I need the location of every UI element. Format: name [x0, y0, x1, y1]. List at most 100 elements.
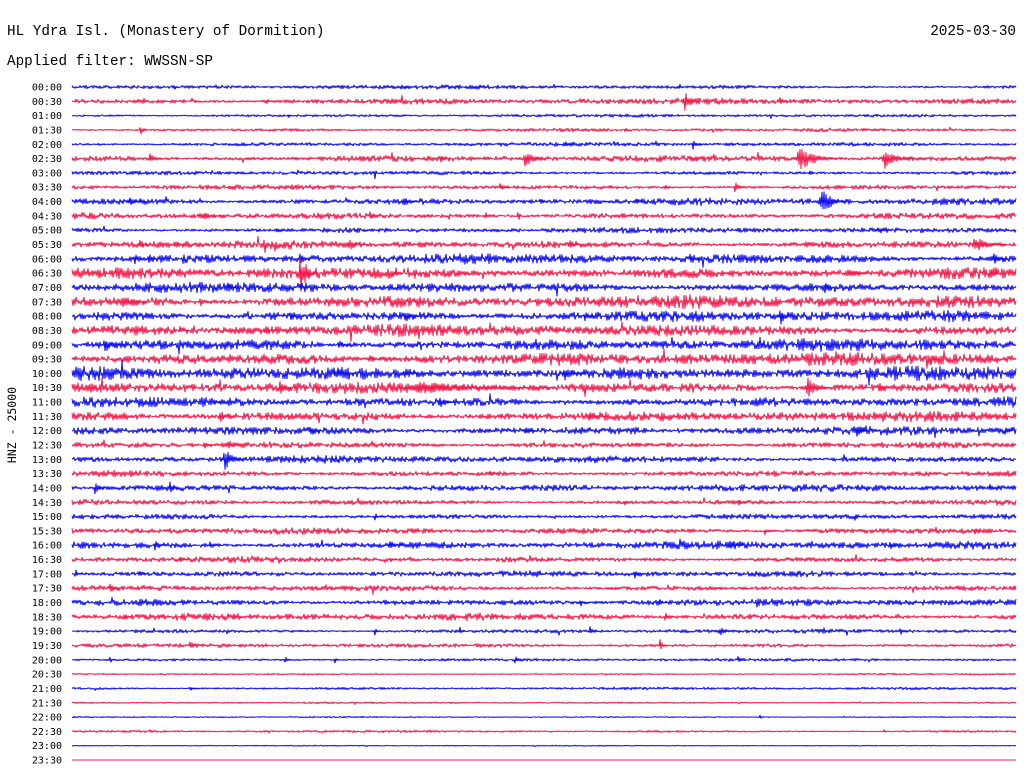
event-burst-09-30-0 [368, 355, 381, 362]
event-burst-05-30-1 [173, 241, 186, 248]
row-label-20-00: 20:00 [32, 655, 62, 666]
trace-15-00 [71, 513, 1017, 520]
event-burst-19-00-3 [717, 627, 734, 636]
event-burst-00-30-0 [265, 99, 273, 104]
row-label-05-00: 05:00 [32, 226, 62, 237]
event-burst-00-00-2 [538, 85, 545, 89]
event-burst-04-00-2 [538, 198, 549, 204]
row-label-02-30: 02:30 [32, 154, 62, 165]
event-burst-06-30-1 [391, 271, 404, 277]
event-burst-03-00-0 [373, 170, 379, 179]
event-burst-03-30-1 [498, 183, 511, 190]
event-burst-02-00-1 [691, 140, 704, 150]
event-burst-02-00-0 [563, 141, 574, 147]
event-burst-06-30-0 [297, 257, 319, 292]
event-burst-12-00-0 [308, 427, 321, 435]
event-burst-22-30-1 [882, 729, 888, 733]
row-label-15-00: 15:00 [32, 512, 62, 523]
event-burst-03-00-2 [808, 170, 816, 175]
event-burst-19-00-2 [588, 626, 599, 634]
event-burst-17-30-0 [108, 583, 122, 592]
trace-07-30 [71, 294, 1017, 310]
event-burst-09-00-0 [102, 340, 127, 351]
row-label-14-00: 14:00 [32, 484, 62, 495]
event-burst-19-30-1 [658, 639, 669, 650]
event-burst-17-00-2 [633, 572, 644, 579]
event-burst-01-30-1 [623, 128, 631, 132]
trace-20-00 [71, 657, 1017, 663]
event-burst-14-30-0 [623, 500, 634, 506]
event-burst-10-00-0 [332, 368, 357, 378]
row-label-00-30: 00:30 [32, 97, 62, 108]
trace-21-30 [71, 701, 1017, 705]
traces [71, 83, 1017, 761]
event-burst-06-00-3 [688, 253, 701, 263]
trace-13-30 [71, 470, 1017, 478]
event-burst-05-00-1 [875, 228, 889, 232]
trace-12-00 [71, 425, 1017, 438]
row-label-08-30: 08:30 [32, 326, 62, 337]
event-burst-20-00-3 [513, 656, 524, 664]
row-label-07-30: 07:30 [32, 297, 62, 308]
event-burst-00-30-2 [778, 97, 789, 104]
event-burst-11-30-0 [217, 411, 234, 423]
row-label-06-30: 06:30 [32, 269, 62, 280]
row-label-15-30: 15:30 [32, 526, 62, 537]
row-label-01-30: 01:30 [32, 126, 62, 137]
row-label-12-30: 12:30 [32, 441, 62, 452]
event-burst-03-00-1 [482, 171, 490, 175]
trace-19-00 [71, 627, 1017, 636]
row-label-21-00: 21:00 [32, 684, 62, 695]
trace-17-00 [71, 570, 1017, 578]
row-label-21-30: 21:30 [32, 698, 62, 709]
row-label-14-30: 14:30 [32, 498, 62, 509]
trace-21-00 [71, 686, 1017, 691]
event-burst-00-00-3 [678, 84, 684, 89]
trace-11-00 [71, 393, 1017, 409]
event-burst-02-30-1 [438, 156, 451, 163]
row-label-01-00: 01:00 [32, 111, 62, 122]
row-label-00-00: 00:00 [32, 83, 62, 94]
event-burst-16-00-2 [387, 541, 404, 548]
event-burst-09-30-1 [929, 355, 940, 366]
row-label-16-00: 16:00 [32, 541, 62, 552]
row-label-13-00: 13:00 [32, 455, 62, 466]
event-burst-00-00-0 [173, 86, 179, 90]
row-label-18-00: 18:00 [32, 598, 62, 609]
event-burst-11-30-1 [587, 412, 607, 420]
row-label-23-30: 23:30 [32, 756, 62, 767]
row-labels: 00:00 00:30 01:00 01:30 02:00 02:30 03:00 03:30… [32, 83, 62, 767]
event-burst-21-00-0 [188, 686, 199, 691]
row-label-11-00: 11:00 [32, 398, 62, 409]
event-burst-08-30-1 [263, 326, 277, 334]
trace-04-00 [71, 196, 1017, 206]
trace-11-30 [71, 410, 1017, 425]
event-burst-14-30-1 [737, 499, 748, 506]
event-burst-08-00-3 [778, 310, 791, 325]
event-burst-19-00-1 [458, 626, 466, 634]
event-burst-18-30-1 [233, 615, 244, 620]
row-label-09-00: 09:00 [32, 340, 62, 351]
row-label-23-00: 23:00 [32, 741, 62, 752]
trace-22-00 [71, 715, 1017, 719]
event-burst-14-00-3 [633, 485, 641, 491]
event-burst-02-30-3 [688, 155, 699, 161]
trace-13-00 [71, 454, 1017, 464]
trace-08-00 [71, 309, 1017, 323]
trace-05-30 [71, 235, 1017, 253]
trace-14-30 [71, 497, 1017, 506]
event-burst-10-30-2 [804, 377, 833, 397]
trace-10-00 [71, 359, 1017, 386]
trace-01-00 [71, 113, 1017, 119]
event-burst-03-30-0 [227, 185, 236, 190]
row-label-12-00: 12:00 [32, 426, 62, 437]
trace-23-00 [71, 744, 1017, 748]
event-burst-09-00-1 [337, 340, 351, 348]
row-label-04-30: 04:30 [32, 211, 62, 222]
row-label-17-00: 17:00 [32, 569, 62, 580]
event-burst-18-00-1 [658, 599, 669, 604]
event-burst-03-30-3 [733, 182, 746, 193]
row-label-18-30: 18:30 [32, 612, 62, 623]
event-burst-16-00-4 [888, 542, 901, 550]
row-label-09-30: 09:30 [32, 355, 62, 366]
